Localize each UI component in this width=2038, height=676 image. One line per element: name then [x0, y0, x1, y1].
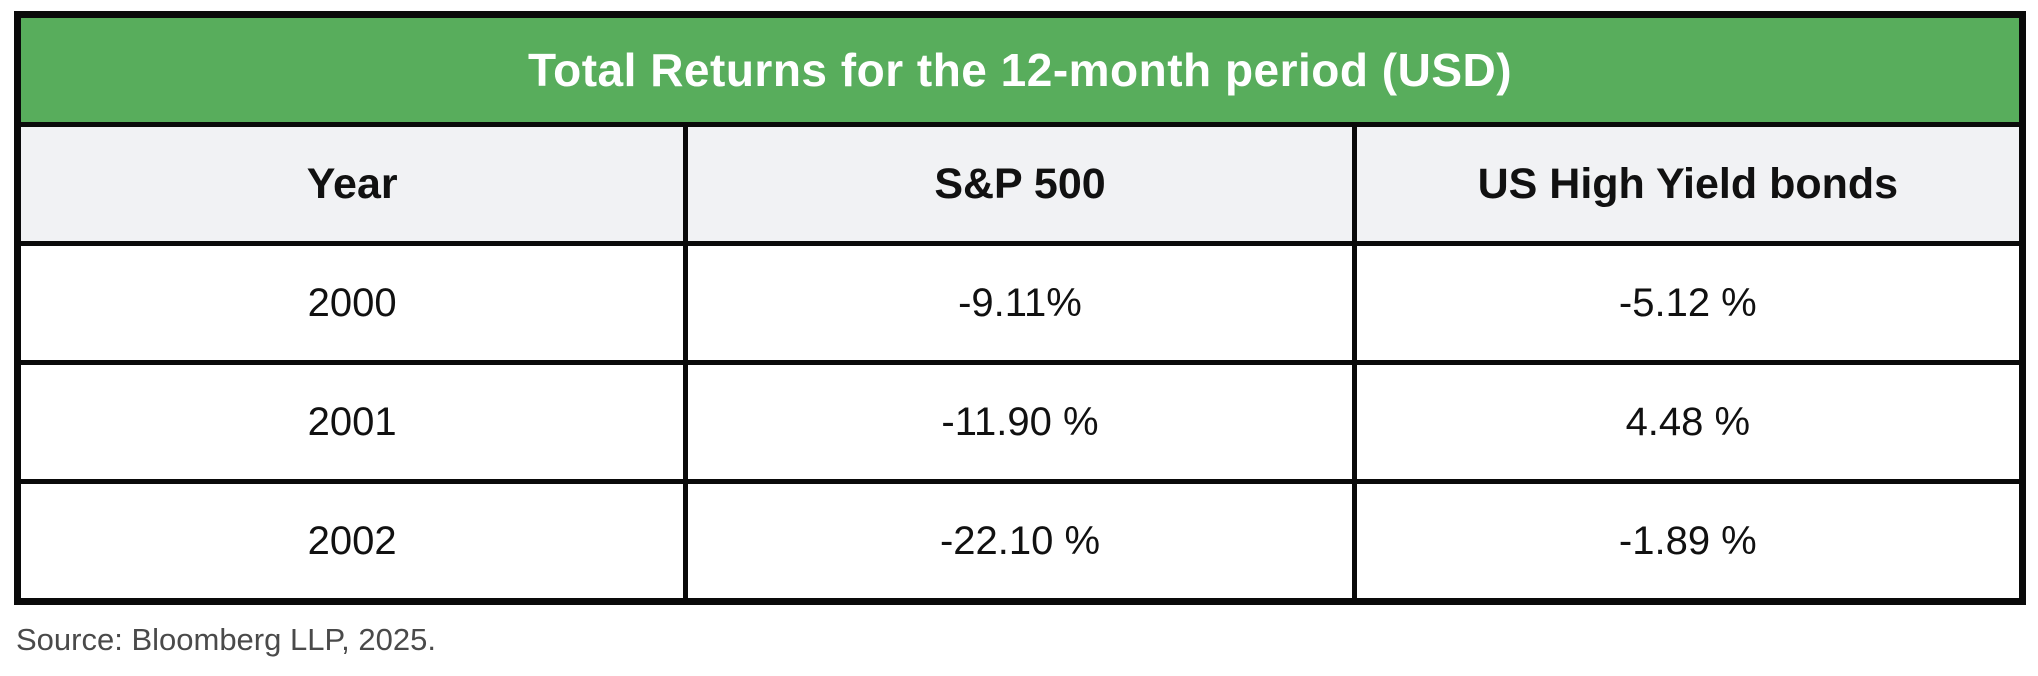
total-returns-table: Total Returns for the 12-month period (U… [14, 11, 2026, 605]
year-cell: 2002 [14, 479, 689, 604]
table-row-2001: 2001 -11.90 % 4.48 % [14, 360, 2026, 484]
year-cell: 2001 [14, 360, 689, 484]
table-header-row: Year S&P 500 US High Yield bonds [14, 122, 2026, 246]
column-header-us-high-yield-bonds: US High Yield bonds [1351, 122, 2026, 246]
column-header-year: Year [14, 122, 689, 246]
sp500-return-cell: -22.10 % [683, 479, 1357, 604]
table-row-2000: 2000 -9.11% -5.12 % [14, 241, 2026, 365]
table-title: Total Returns for the 12-month period (U… [15, 12, 2025, 127]
year-cell: 2000 [14, 241, 689, 365]
sp500-return-cell: -11.90 % [683, 360, 1357, 484]
sp500-return-cell: -9.11% [683, 241, 1357, 365]
table-title-row: Total Returns for the 12-month period (U… [15, 12, 2025, 127]
table-row-2002: 2002 -22.10 % -1.89 % [14, 479, 2026, 604]
high-yield-return-cell: -1.89 % [1351, 479, 2026, 604]
column-header-sp500: S&P 500 [683, 122, 1357, 246]
high-yield-return-cell: 4.48 % [1351, 360, 2026, 484]
source-attribution: Source: Bloomberg LLP, 2025. [16, 622, 436, 657]
high-yield-return-cell: -5.12 % [1351, 241, 2026, 365]
